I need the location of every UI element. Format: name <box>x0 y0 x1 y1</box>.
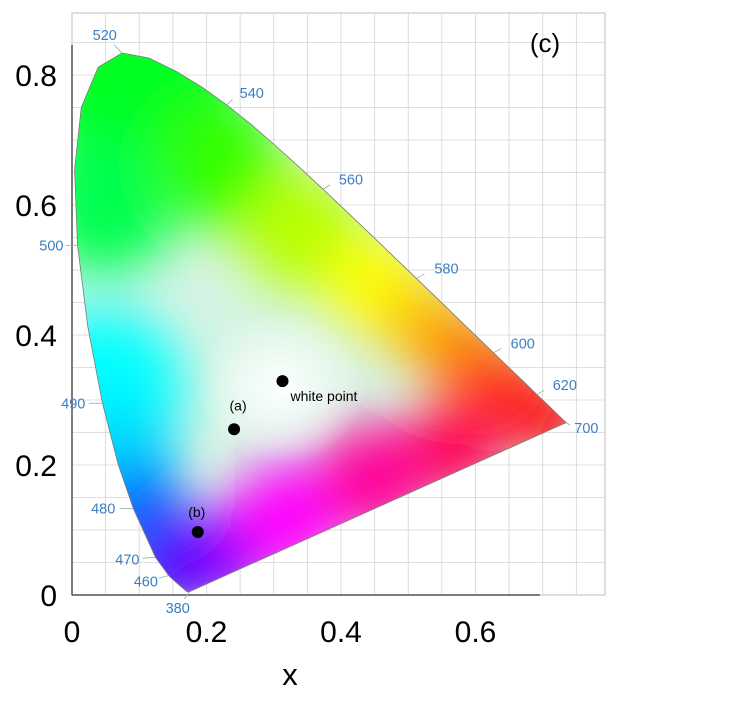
data-point-label: (a) <box>230 397 247 413</box>
wavelength-tick <box>113 44 123 54</box>
wavelength-label: 600 <box>511 337 535 353</box>
y-tick-label: 0.4 <box>15 320 57 353</box>
wavelength-label: 580 <box>434 261 458 277</box>
y-tick-label: 0.6 <box>15 190 57 223</box>
wavelength-tick <box>322 184 331 190</box>
wavelength-label: 700 <box>574 421 598 437</box>
x-tick-label: 0.6 <box>455 616 497 649</box>
spectral-locus-outline <box>74 52 567 593</box>
wavelength-label: 470 <box>115 552 139 568</box>
wavelength-label: 540 <box>240 86 264 102</box>
data-point <box>276 375 289 388</box>
wavelength-label: 460 <box>134 575 158 591</box>
wavelength-label: 500 <box>39 238 63 254</box>
wavelength-label: 490 <box>61 396 85 412</box>
data-point-label: (b) <box>188 504 205 520</box>
wavelength-label: 620 <box>553 378 577 394</box>
data-points: white point (a) (b) <box>188 375 358 538</box>
x-tick-label: 0.2 <box>186 616 228 649</box>
x-tick-label: 0 <box>64 616 81 649</box>
wavelength-label: 560 <box>339 172 363 188</box>
wavelength-label: 380 <box>166 601 190 617</box>
fill-color-patch <box>74 135 176 275</box>
y-tick-label: 0 <box>40 580 57 613</box>
wavelength-tick <box>566 422 571 426</box>
white-region <box>195 309 366 465</box>
x-tick-label: 0.4 <box>320 616 362 649</box>
y-tick-label: 0.2 <box>15 450 57 483</box>
wavelength-tick <box>416 273 425 279</box>
tick-labels: 0 0.2 0.4 0.6 0 0.2 0.4 0.6 0.8 <box>15 60 496 649</box>
wavelength-tick <box>183 591 191 600</box>
wavelength-tick <box>493 348 502 353</box>
wavelength-label: 520 <box>93 28 117 44</box>
fill-color-patch <box>240 171 361 291</box>
data-point <box>191 525 204 538</box>
x-axis-title: x <box>282 657 298 692</box>
wavelength-tick <box>158 575 169 579</box>
data-point <box>228 423 241 436</box>
axes <box>71 45 540 596</box>
data-point-label: white point <box>289 388 357 404</box>
wavelength-label: 480 <box>91 502 115 518</box>
panel-label: (c) <box>530 28 560 58</box>
wavelength-tick <box>142 556 156 559</box>
y-tick-label: 0.8 <box>15 60 57 93</box>
wavelength-tick <box>226 99 233 106</box>
wavelength-labels: 380 460 470 480 490 500 520 540 560 580 600 620 700 <box>39 28 598 617</box>
wavelength-tick <box>536 389 545 396</box>
